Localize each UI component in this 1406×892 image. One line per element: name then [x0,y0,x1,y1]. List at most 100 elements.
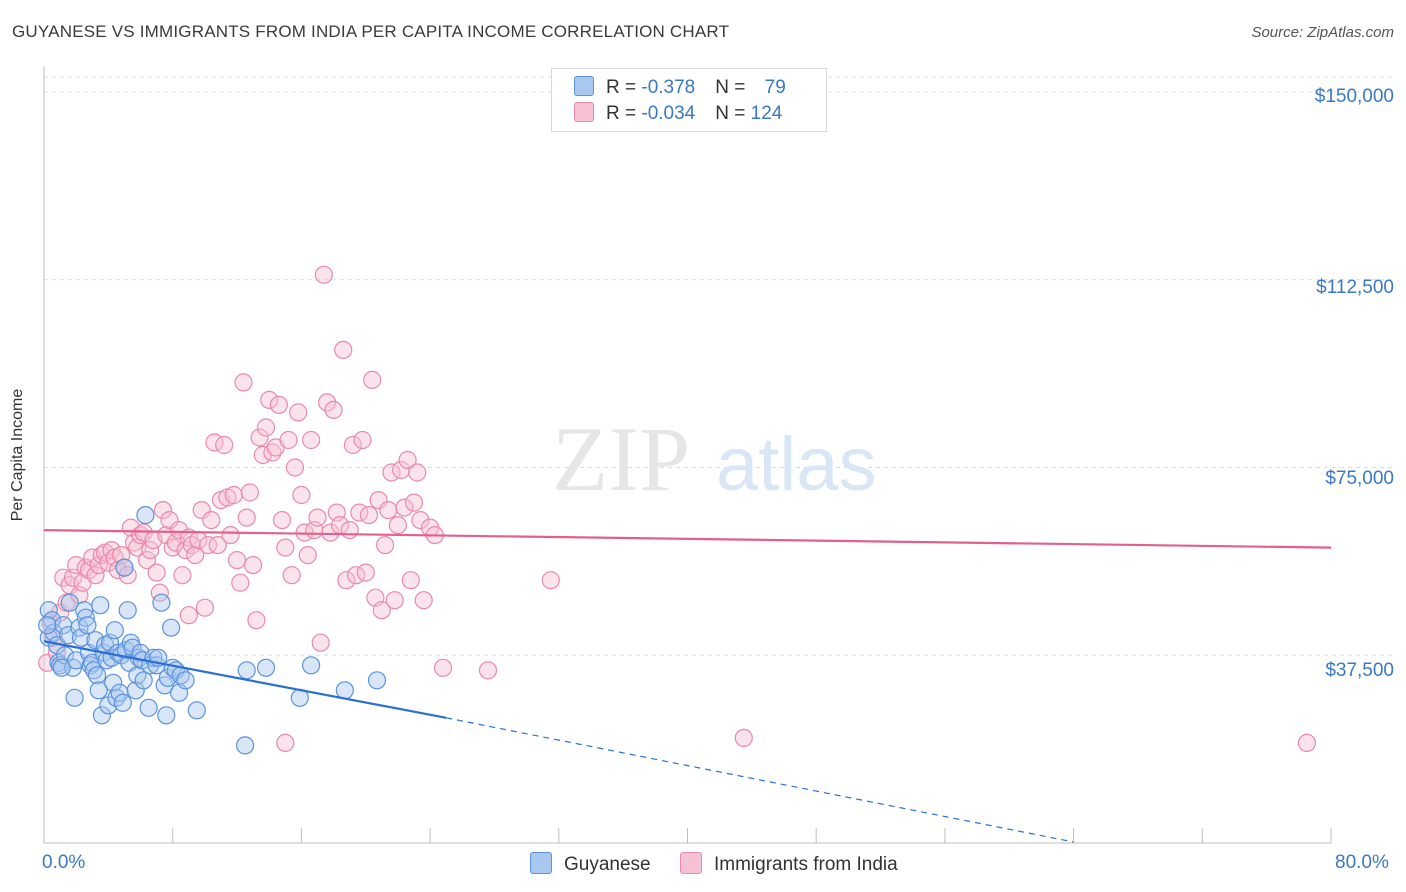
watermark: ZIP atlas [552,408,877,510]
y-tick-label: $112,500 [1316,277,1394,298]
data-point [302,656,321,675]
data-point [227,550,247,570]
trend-lines [43,528,1332,843]
data-point [231,573,250,592]
data-point [224,485,243,505]
data-point [187,701,206,720]
data-point [157,706,176,725]
data-point [221,525,240,545]
data-point [372,601,391,620]
data-point [125,533,144,552]
data-point [269,395,288,414]
legend-n-value: 124 [750,103,783,124]
data-point [363,370,382,389]
legend-r-label: R = [606,77,642,98]
data-point [353,430,372,450]
data-point [202,510,221,530]
correlation-legend: R = -0.378 N = 79 R = -0.034 N = 124 [551,68,827,132]
data-point [115,558,134,577]
legend-label-india: Immigrants from India [714,854,898,875]
data-point [302,430,321,450]
legend-n-value: 79 [764,77,786,98]
y-tick-label: $150,000 [1314,86,1394,107]
data-point [433,658,453,677]
data-point [260,390,279,409]
data-point [263,443,282,462]
data-point [337,571,356,590]
data-point [256,658,276,677]
data-point [343,435,362,455]
trend-line-india [43,528,1332,549]
data-point [244,555,263,575]
data-point [256,418,276,437]
data-point [141,540,160,560]
data-point [39,601,58,620]
data-point [318,393,337,412]
data-point [195,598,214,617]
data-point [273,510,292,530]
data-point [385,591,404,610]
data-point [379,501,398,520]
watermark-zip: ZIP [552,408,690,510]
data-point [84,661,104,680]
data-point [86,566,105,585]
data-point [411,510,430,530]
data-point [118,601,137,620]
data-point [408,463,427,482]
data-point [324,400,343,419]
data-point [359,505,379,525]
data-point [139,698,158,717]
data-point [237,508,256,527]
legend-r-value: -0.378 [641,77,696,98]
data-point [38,616,57,635]
data-point [179,606,198,625]
series-immigrants-from-india [38,265,1317,753]
series-legend: Guyanese Immigrants from India [0,852,1406,880]
data-point [170,520,189,540]
data-point [162,618,181,637]
legend-r-label: R = [606,103,642,124]
legend-row-india: R = -0.034 N = 124 [574,102,782,126]
data-point [404,493,424,512]
legend-r-value: -0.034 [641,103,696,124]
data-point [340,520,359,540]
legend-swatch-blue [530,852,552,874]
data-point [356,563,375,582]
x-tick-label-min: 0.0% [42,852,86,873]
x-tick-label-max: 80.0% [1335,852,1389,873]
data-point [401,571,420,590]
data-point [237,661,256,680]
data-point [186,545,205,565]
data-point [276,538,295,557]
data-point [65,688,84,707]
data-point [134,671,153,690]
legend-swatch-pink [680,852,702,874]
data-point [78,616,97,635]
trend-line-guyanese-extension [446,717,1074,843]
data-point [298,545,317,565]
legend-n-label: N = [715,77,751,98]
data-point [314,265,333,284]
legend-row-guyanese: R = -0.378 N = 79 [574,76,786,100]
data-point [87,666,107,685]
data-point [367,671,387,690]
data-point [279,430,298,450]
source-label: Source: ZipAtlas.com [1251,24,1394,41]
data-point [334,340,353,359]
y-tick-label: $75,000 [1325,468,1394,489]
data-point [54,568,73,587]
data-point [321,523,340,542]
data-point [215,435,234,455]
data-point [91,596,110,615]
data-point [208,535,227,555]
data-point [276,733,295,753]
data-point [173,566,192,585]
y-tick-label: $37,500 [1325,660,1394,681]
data-point [236,736,255,755]
data-point [52,658,71,677]
data-point [250,428,269,447]
data-point [335,681,354,700]
data-point [247,611,266,630]
watermark-atlas: atlas [716,422,877,507]
